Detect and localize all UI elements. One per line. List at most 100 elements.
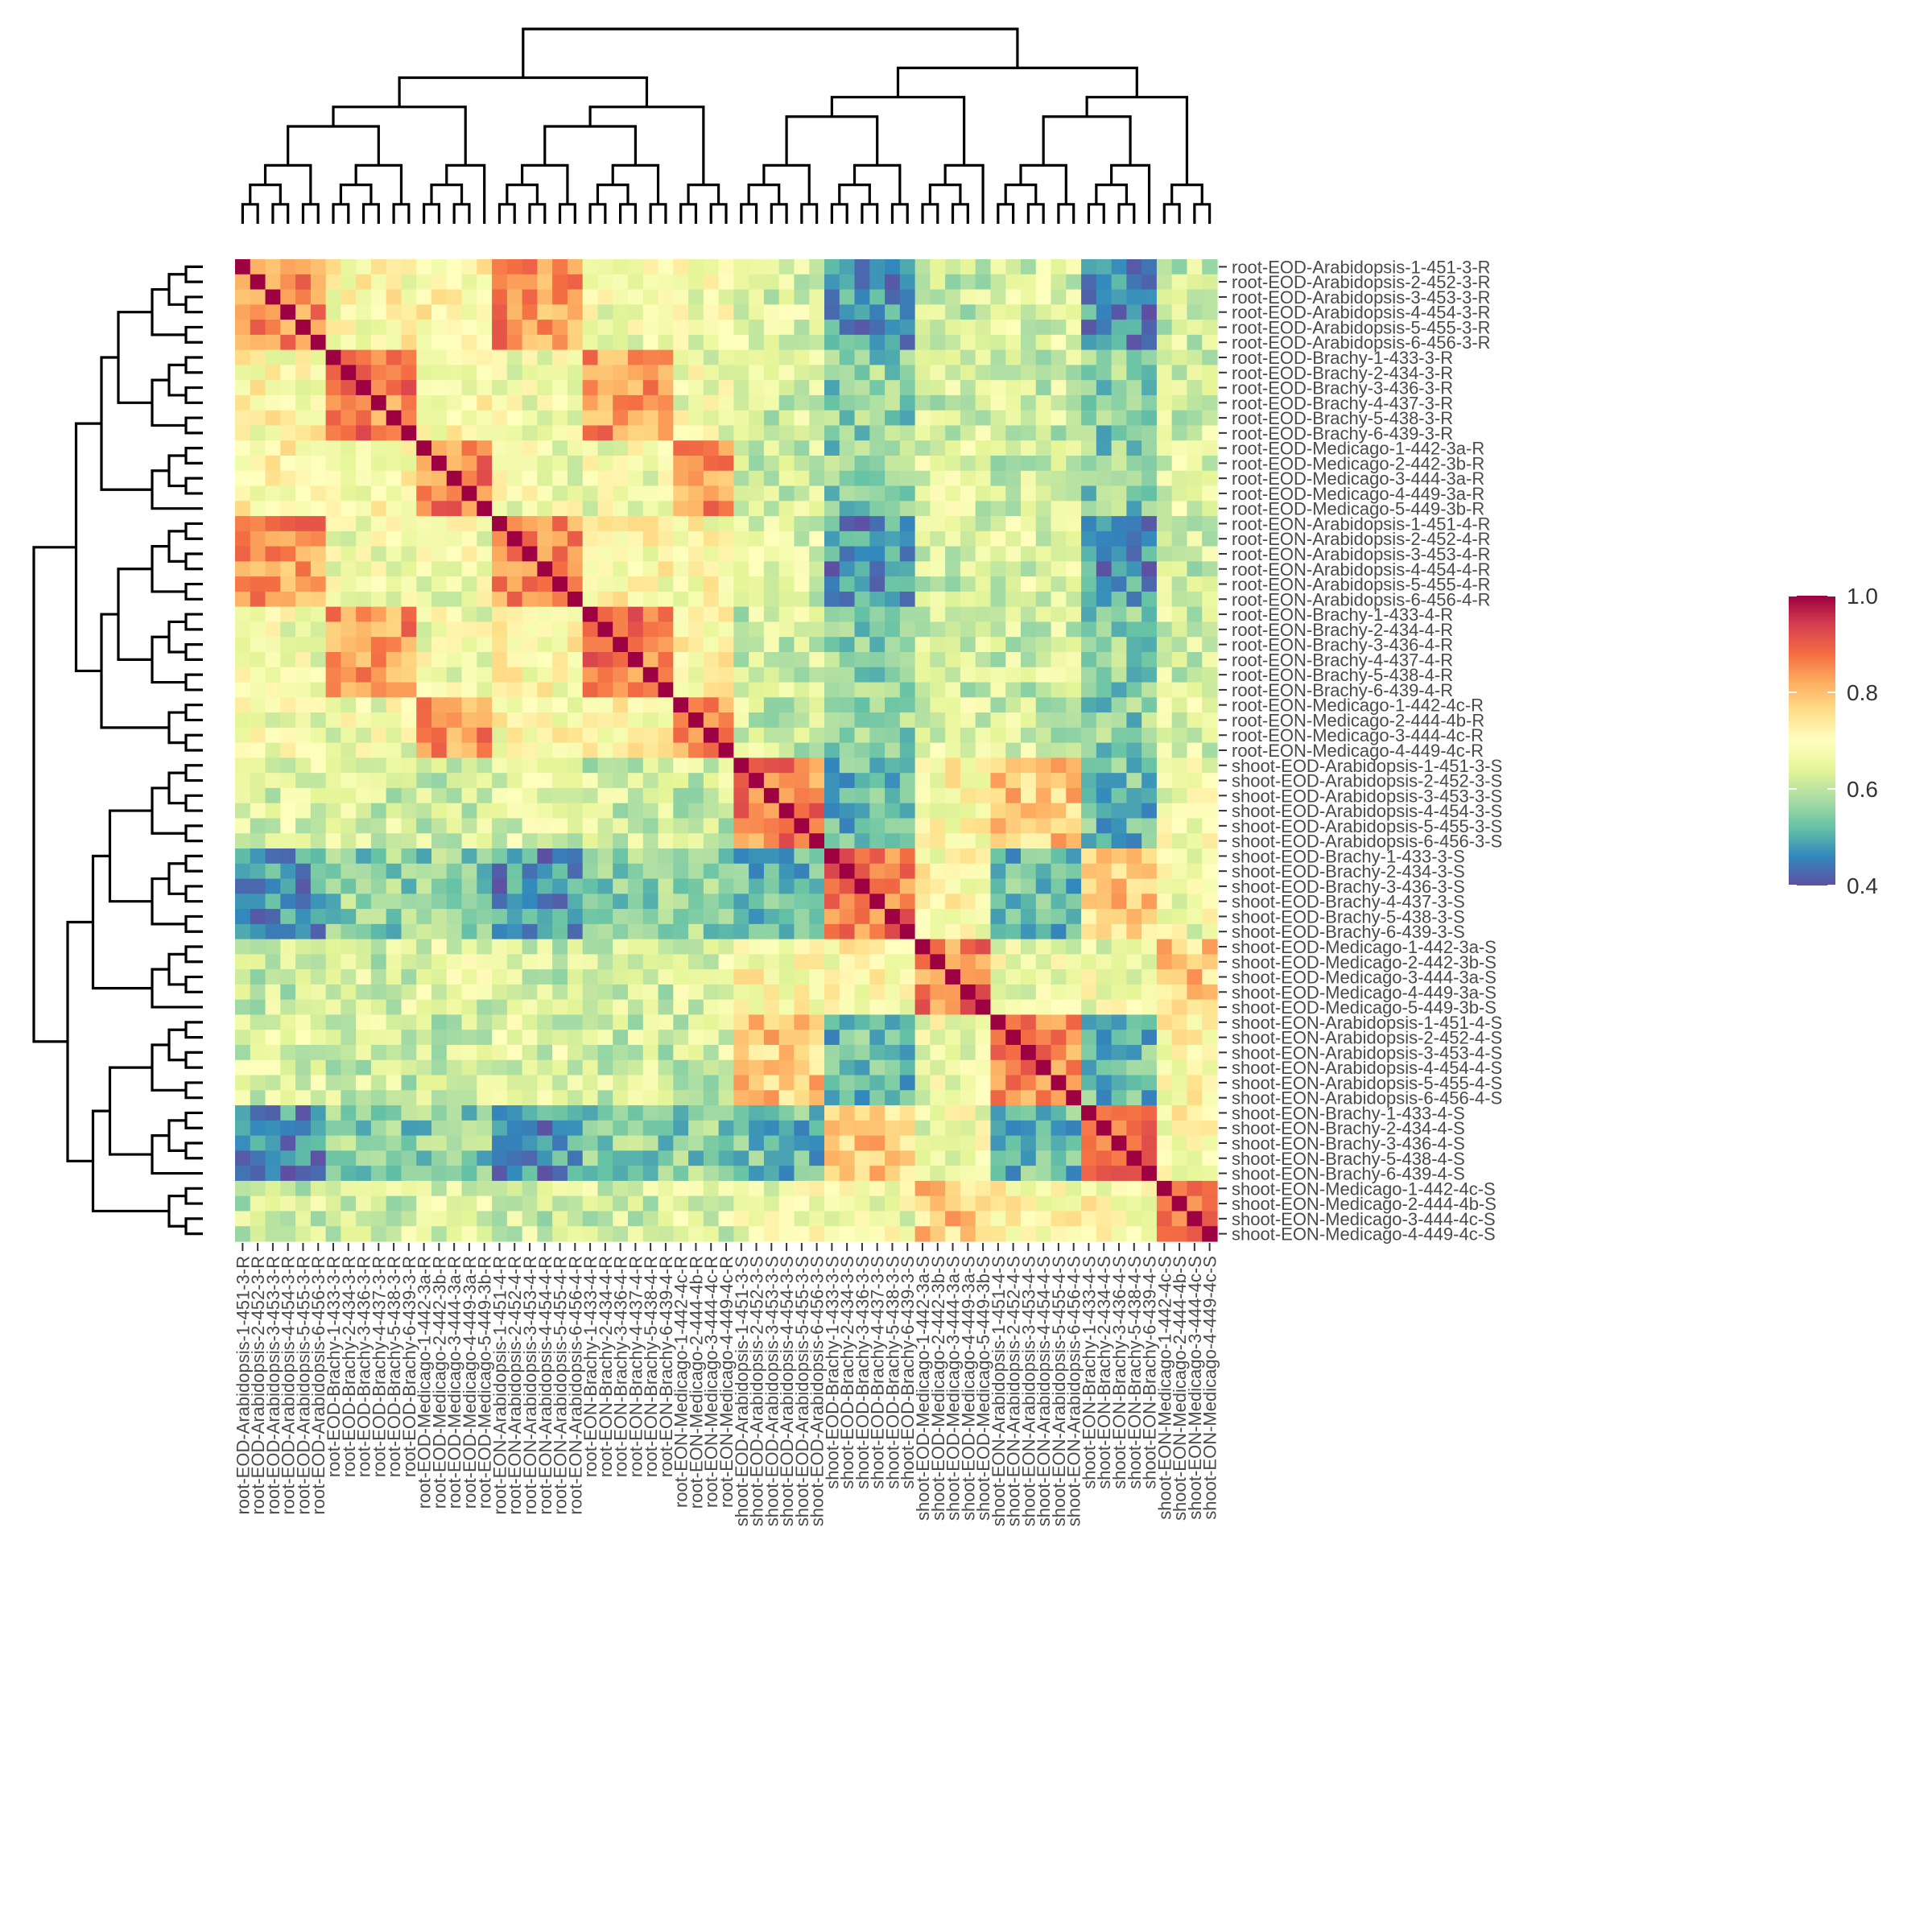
heatmap-cell: [809, 667, 825, 683]
heatmap-cell: [401, 637, 417, 653]
col-label: shoot-EON-Arabidopsis-4-454-4-S: [1034, 1256, 1054, 1526]
heatmap-cell: [567, 939, 584, 955]
heatmap-cell: [1051, 320, 1067, 336]
heatmap-cell: [960, 1045, 976, 1061]
heatmap-cell: [1081, 485, 1097, 502]
heatmap-cell: [522, 848, 538, 865]
heatmap-cell: [642, 712, 659, 729]
heatmap-cell: [1202, 349, 1218, 365]
heatmap-cell: [960, 1105, 976, 1121]
heatmap-cell: [341, 1211, 357, 1227]
heatmap-cell: [370, 349, 387, 365]
heatmap-cell: [794, 380, 810, 396]
col-label: shoot-EOD-Medicago-5-449-3b-S: [973, 1256, 993, 1521]
heatmap-cell: [1141, 712, 1158, 729]
heatmap-cell: [280, 320, 296, 336]
heatmap-cell: [356, 818, 372, 834]
heatmap-cell: [280, 1180, 296, 1197]
heatmap-cell: [794, 304, 810, 320]
heatmap-cell: [1126, 984, 1142, 1001]
heatmap-cell: [1202, 1195, 1218, 1212]
heatmap-cell: [1051, 365, 1067, 381]
heatmap-cell: [552, 1195, 568, 1212]
heatmap-cell: [869, 1059, 886, 1076]
heatmap-cell: [1005, 1014, 1022, 1030]
heatmap-cell: [597, 440, 613, 456]
heatmap-cell: [477, 637, 493, 653]
heatmap-cell: [749, 606, 765, 623]
heatmap-cell: [325, 1135, 341, 1151]
heatmap-cell: [763, 1059, 780, 1076]
heatmap-cell: [613, 954, 629, 970]
row-dendrogram-branch: [167, 363, 186, 397]
heatmap-cell: [386, 1135, 402, 1151]
heatmap-cell: [869, 909, 886, 925]
heatmap-cell: [492, 1135, 508, 1151]
heatmap-cell: [356, 1226, 372, 1242]
heatmap-cell: [628, 621, 644, 638]
heatmap-cell: [613, 304, 629, 320]
heatmap-cell: [642, 773, 659, 789]
heatmap-cell: [673, 1211, 689, 1227]
heatmap-cell: [1066, 289, 1082, 305]
heatmap-cell: [250, 1195, 266, 1212]
heatmap-cell: [1141, 758, 1158, 774]
heatmap-cell: [869, 1075, 886, 1091]
heatmap-cell: [582, 1014, 599, 1030]
heatmap-cell: [1141, 289, 1158, 305]
heatmap-cell: [824, 803, 840, 819]
heatmap-cell: [325, 561, 341, 577]
heatmap-cell: [975, 742, 992, 758]
heatmap-cell: [295, 833, 312, 849]
heatmap-cell: [960, 365, 976, 381]
heatmap-cell: [356, 682, 372, 698]
heatmap-cell: [1066, 349, 1082, 365]
heatmap-cell: [597, 1226, 613, 1242]
heatmap-cell: [975, 576, 992, 592]
heatmap-cell: [356, 456, 372, 472]
heatmap-cell: [703, 969, 720, 985]
heatmap-cell: [1111, 667, 1127, 683]
heatmap-cell: [431, 1166, 448, 1182]
heatmap-cell: [506, 863, 523, 880]
heatmap-cell: [1051, 878, 1067, 894]
heatmap-cell: [416, 637, 432, 653]
heatmap-cell: [642, 591, 659, 608]
heatmap-cell: [431, 984, 448, 1001]
heatmap-cell: [628, 380, 644, 396]
heatmap-cell: [990, 878, 1006, 894]
heatmap-cell: [325, 1195, 341, 1212]
heatmap-cell: [295, 456, 312, 472]
heatmap-cell: [824, 289, 840, 305]
heatmap-cell: [628, 1135, 644, 1151]
heatmap-cell: [1187, 1045, 1203, 1061]
heatmap-cell: [356, 485, 372, 502]
heatmap-cell: [1035, 758, 1052, 774]
heatmap-cell: [280, 758, 296, 774]
heatmap-cell: [1156, 787, 1173, 804]
heatmap-cell: [778, 667, 795, 683]
heatmap-cell: [749, 742, 765, 758]
heatmap-cell: [1021, 1045, 1037, 1061]
heatmap-cell: [1051, 1211, 1067, 1227]
heatmap-cell: [1005, 682, 1022, 698]
heatmap-cell: [688, 606, 704, 623]
heatmap-cell: [763, 1226, 780, 1242]
heatmap-cell: [733, 863, 749, 880]
heatmap-cell: [1066, 969, 1082, 985]
heatmap-cell: [613, 591, 629, 608]
heatmap-cell: [1111, 1045, 1127, 1061]
heatmap-cell: [1141, 999, 1158, 1016]
heatmap-cell: [749, 923, 765, 940]
heatmap-cell: [885, 334, 901, 351]
heatmap-cell: [733, 1105, 749, 1121]
heatmap-cell: [356, 425, 372, 441]
heatmap-cell: [809, 923, 825, 940]
column-dendrogram-branch: [611, 163, 660, 204]
heatmap-cell: [461, 365, 477, 381]
row-label: shoot-EOD-Arabidopsis-5-455-3-S: [1232, 816, 1502, 836]
heatmap-cell: [990, 320, 1006, 336]
heatmap-cell: [703, 546, 720, 562]
heatmap-cell: [477, 833, 493, 849]
heatmap-cell: [778, 742, 795, 758]
